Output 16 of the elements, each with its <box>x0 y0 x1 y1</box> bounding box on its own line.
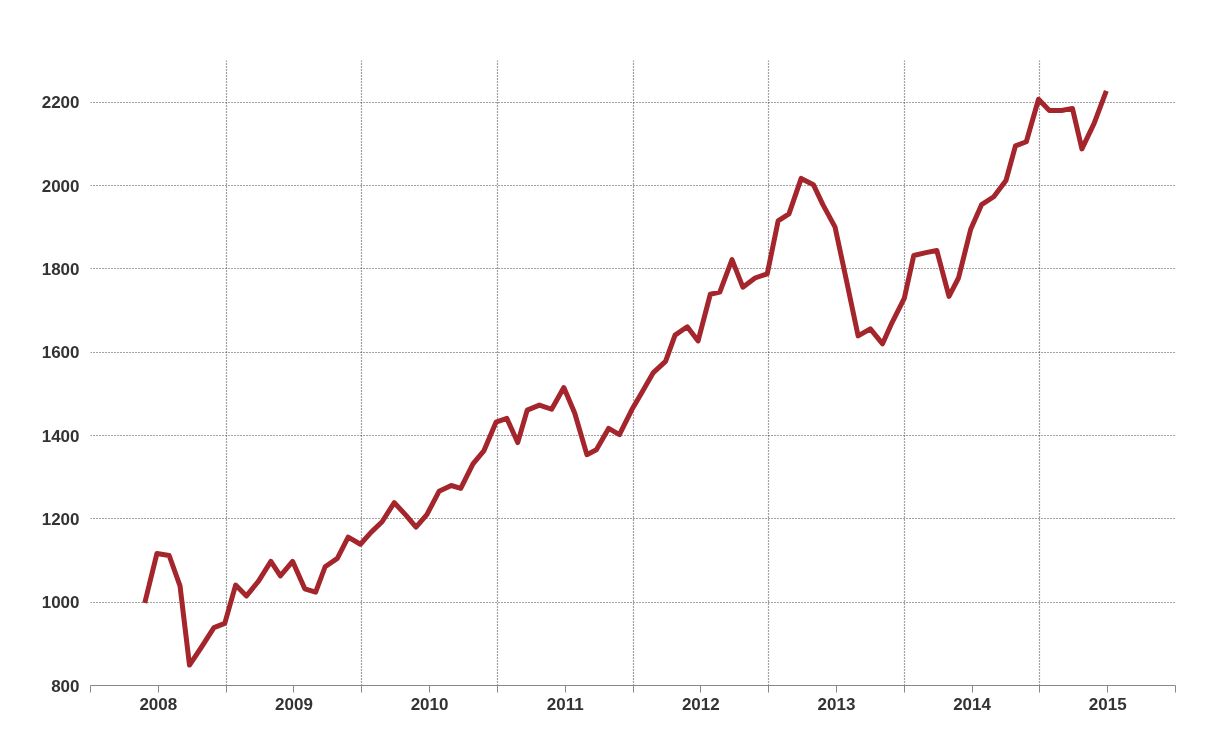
x-tick-label: 2012 <box>681 694 720 714</box>
x-tick-label: 2015 <box>1088 694 1127 714</box>
x-tick-label: 2011 <box>546 694 584 714</box>
x-tick-label: 2010 <box>410 694 449 714</box>
y-tick-label: 1400 <box>41 426 80 446</box>
y-tick-label: 800 <box>51 676 80 696</box>
y-tick-label: 2200 <box>41 93 80 113</box>
x-tick-label: 2009 <box>275 694 313 714</box>
y-tick-label: 1600 <box>41 343 80 363</box>
y-tick-label: 1000 <box>41 593 80 613</box>
y-tick-label: 1200 <box>41 509 80 529</box>
x-tick-label: 2008 <box>139 694 178 714</box>
y-tick-label: 2000 <box>41 176 80 196</box>
y-tick-label: 1800 <box>41 259 80 279</box>
x-tick-label: 2014 <box>953 694 992 714</box>
x-tick-label: 2013 <box>817 694 856 714</box>
